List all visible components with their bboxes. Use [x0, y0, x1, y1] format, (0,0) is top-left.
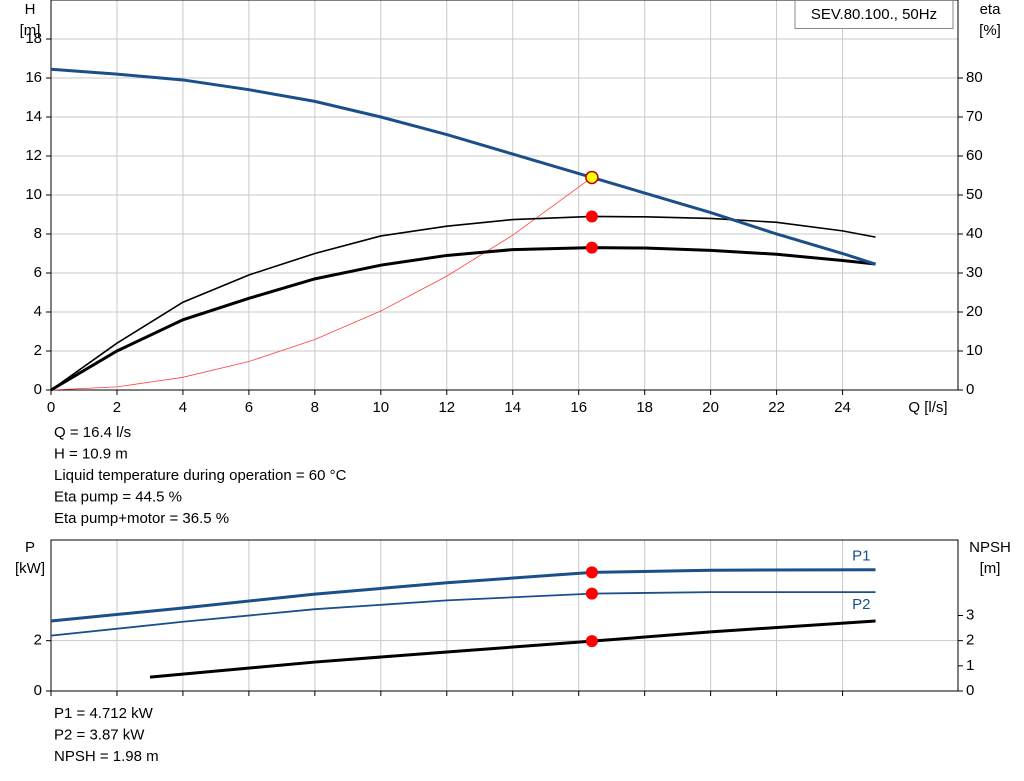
- series-label: P1: [852, 548, 870, 565]
- y2-tick-label: 50: [966, 186, 983, 203]
- info-line: H = 10.9 m: [54, 445, 128, 462]
- y-tick-label: 0: [34, 682, 42, 699]
- y2-axis-label: eta: [980, 1, 1002, 18]
- y2-tick-label: 10: [966, 342, 983, 359]
- x-tick-label: 20: [702, 399, 719, 416]
- y-tick-label: 6: [34, 264, 42, 281]
- y-tick-label: 10: [25, 186, 42, 203]
- x-tick-label: 2: [113, 399, 121, 416]
- y-tick-label: 2: [34, 342, 42, 359]
- y-tick-label: 18: [25, 30, 42, 47]
- chart-title: SEV.80.100., 50Hz: [811, 6, 937, 23]
- y2-tick-label: 30: [966, 264, 983, 281]
- x-tick-label: 22: [768, 399, 785, 416]
- info-line: Eta pump+motor = 36.5 %: [54, 510, 229, 527]
- y2-tick-label: 20: [966, 303, 983, 320]
- operating-point: [585, 210, 598, 223]
- x-tick-label: 10: [372, 399, 389, 416]
- x-tick-label: 0: [47, 399, 55, 416]
- x-tick-label: 4: [179, 399, 187, 416]
- curve: [50, 177, 593, 391]
- y2-tick-label: 0: [966, 682, 974, 699]
- operating-point: [585, 635, 598, 648]
- curve: [50, 591, 876, 637]
- y-axis-label: H: [25, 1, 36, 18]
- y2-axis-label: [m]: [980, 560, 1001, 577]
- info-line: P1 = 4.712 kW: [54, 705, 154, 722]
- x-tick-label: 14: [504, 399, 521, 416]
- series-label: P2: [852, 596, 870, 613]
- y-tick-label: 14: [25, 108, 42, 125]
- y2-axis-label: NPSH: [969, 539, 1011, 556]
- info-line: P2 = 3.87 kW: [54, 726, 145, 743]
- y-axis-label: P: [25, 539, 35, 556]
- curve: [149, 619, 876, 679]
- y-tick-label: 12: [25, 147, 42, 164]
- plot-frame: [50, 539, 959, 692]
- y2-tick-label: 2: [966, 632, 974, 649]
- y-tick-label: 4: [34, 303, 42, 320]
- y-axis-label: [m]: [20, 22, 41, 39]
- info-line: NPSH = 1.98 m: [54, 748, 159, 765]
- operating-point: [585, 566, 598, 579]
- plot-frame: [50, 0, 959, 391]
- y2-axis-label: [%]: [979, 22, 1001, 39]
- y2-tick-label: 3: [966, 606, 974, 623]
- operating-point: [585, 587, 598, 600]
- x-axis-label: Q [l/s]: [908, 399, 947, 416]
- y2-tick-label: 60: [966, 147, 983, 164]
- y2-tick-label: 0: [966, 381, 974, 398]
- x-tick-label: 16: [570, 399, 587, 416]
- operating-point: [585, 241, 598, 254]
- y2-tick-label: 70: [966, 108, 983, 125]
- legend-box: [794, 0, 954, 29]
- info-line: Eta pump = 44.5 %: [54, 488, 182, 505]
- curve: [50, 246, 876, 392]
- x-tick-label: 6: [245, 399, 253, 416]
- y-axis-label: [kW]: [15, 560, 45, 577]
- y2-tick-label: 1: [966, 657, 974, 674]
- y-tick-label: 16: [25, 69, 42, 86]
- y2-tick-label: 80: [966, 69, 983, 86]
- y-tick-label: 0: [34, 381, 42, 398]
- info-line: Liquid temperature during operation = 60…: [54, 467, 347, 484]
- x-tick-label: 18: [636, 399, 653, 416]
- x-tick-label: 8: [311, 399, 319, 416]
- info-line: Q = 16.4 l/s: [54, 424, 131, 441]
- curve: [50, 568, 876, 623]
- y2-tick-label: 40: [966, 225, 983, 242]
- curve: [50, 67, 877, 266]
- x-tick-label: 24: [834, 399, 851, 416]
- curve: [50, 215, 876, 391]
- operating-point: [585, 170, 599, 185]
- y-tick-label: 2: [34, 632, 42, 649]
- x-tick-label: 12: [438, 399, 455, 416]
- y-tick-label: 8: [34, 225, 42, 242]
